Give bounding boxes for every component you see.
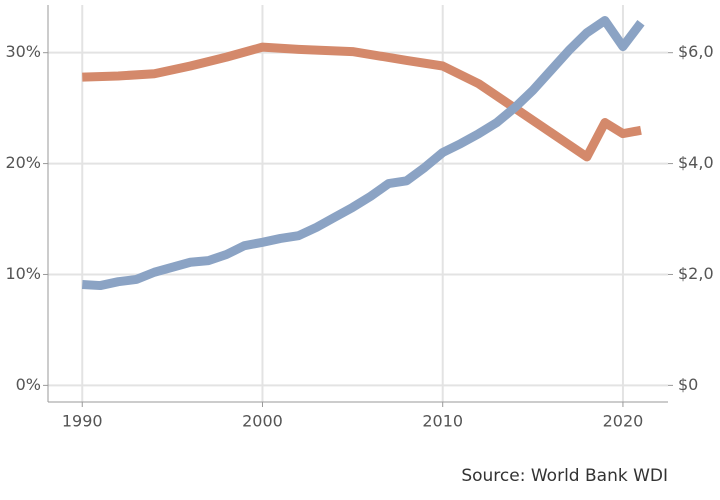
y2-tick-label: $6,0 <box>678 42 714 61</box>
series-line <box>82 42 642 162</box>
y2-tick-label: $4,0 <box>678 153 714 172</box>
y-tick-label: 30% <box>5 42 41 61</box>
x-tick-label: 2010 <box>422 412 463 431</box>
y2-tick-label: $2,0 <box>678 264 714 283</box>
x-tick-label: 2020 <box>603 412 644 431</box>
y-tick-label: 0% <box>16 375 41 394</box>
source-note: Source: World Bank WDI <box>461 466 668 486</box>
x-tick-label: 1990 <box>62 412 103 431</box>
y2-tick-label: $0 <box>678 375 698 394</box>
series-line <box>81 16 645 291</box>
x-tick-label: 2000 <box>242 412 283 431</box>
y-tick-label: 10% <box>5 264 41 283</box>
y-tick-label: 20% <box>5 153 41 172</box>
